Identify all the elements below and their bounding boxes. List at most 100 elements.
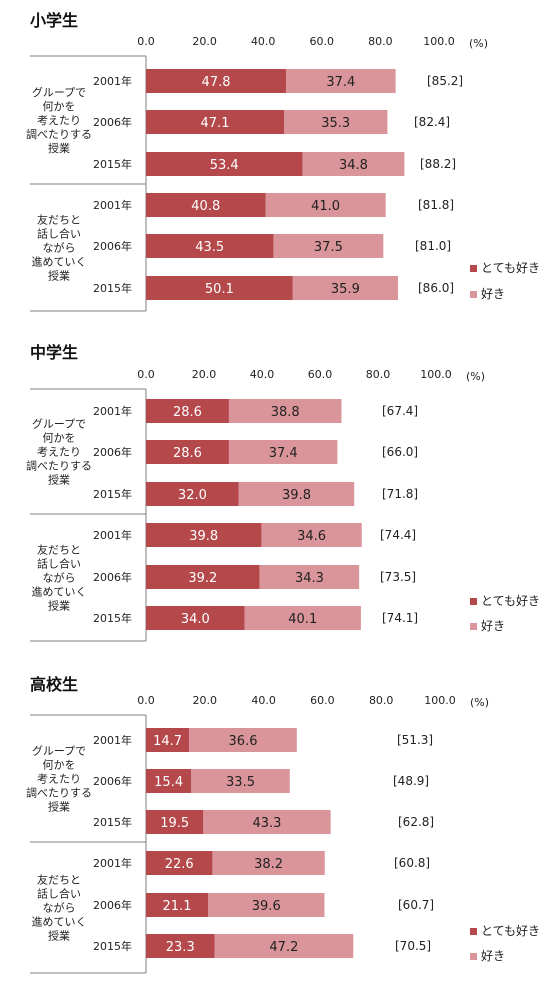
group-label-line: 友だちと — [37, 543, 81, 557]
group-label-line: 話し合い — [37, 557, 81, 571]
group-label-line: ながら — [43, 901, 76, 915]
legend-label-like: 好き — [481, 287, 505, 301]
data-label-like: 38.8 — [271, 405, 300, 420]
bar-like — [244, 606, 361, 630]
group-label-line: グループで — [32, 85, 86, 99]
bar-like — [189, 728, 297, 752]
year-label: 2006年 — [93, 774, 132, 788]
x-tick-label: 40.0 — [250, 368, 275, 381]
bar-very-like — [146, 276, 293, 300]
bar-like — [286, 69, 396, 93]
bar-very-like — [146, 234, 274, 258]
data-label-very-like: 34.0 — [181, 612, 210, 627]
bar-very-like — [146, 606, 245, 630]
total-label: [81.8] — [418, 198, 454, 212]
year-label: 2001年 — [93, 74, 132, 88]
total-label: [71.8] — [382, 487, 418, 501]
year-label: 2006年 — [93, 898, 132, 912]
bar-very-like — [146, 893, 209, 917]
total-label: [70.5] — [395, 939, 431, 953]
group-label-line: グループで — [32, 417, 86, 431]
bar-like — [228, 440, 338, 464]
group-label-line: 友だちと — [37, 873, 81, 887]
group-label-line: 調べたりする — [26, 786, 92, 800]
legend-swatch-like — [470, 291, 477, 298]
bar-very-like — [146, 565, 260, 589]
group-label-line: 授業 — [48, 599, 70, 613]
data-label-very-like: 15.4 — [154, 775, 183, 790]
group-label-line: 話し合い — [37, 887, 81, 901]
x-tick-label: 40.0 — [251, 694, 276, 707]
bar-like — [292, 276, 398, 300]
x-tick-label: 80.0 — [366, 368, 391, 381]
bar-like — [203, 810, 331, 834]
total-label: [48.9] — [393, 774, 429, 788]
total-label: [73.5] — [380, 570, 416, 584]
legend-label-very-like: とても好き — [481, 261, 540, 275]
group-label-line: 授業 — [48, 473, 70, 487]
legend-label-like: 好き — [481, 949, 505, 963]
group-label-line: 授業 — [48, 800, 70, 814]
data-label-very-like: 22.6 — [165, 857, 194, 872]
group-label-line: 話し合い — [37, 227, 81, 241]
bar-very-like — [146, 110, 285, 134]
data-label-very-like: 32.0 — [178, 488, 207, 503]
group-label: 友だちと話し合いながら進めていく授業 — [32, 543, 87, 613]
x-tick-label: 100.0 — [424, 694, 456, 707]
group-label-line: ながら — [43, 241, 76, 255]
group-label-line: 何かを — [43, 759, 76, 772]
year-label: 2015年 — [93, 939, 132, 953]
bar-very-like — [146, 69, 287, 93]
legend-swatch-very-like — [470, 265, 477, 272]
data-label-like: 39.6 — [252, 899, 281, 914]
bar-like — [208, 893, 325, 917]
x-tick-label: 0.0 — [137, 35, 155, 48]
x-tick-label: 60.0 — [308, 368, 333, 381]
group-label-line: 考えたり — [37, 114, 81, 127]
group-label-line: 授業 — [48, 929, 70, 943]
data-label-very-like: 53.4 — [210, 158, 239, 173]
total-label: [81.0] — [415, 239, 451, 253]
total-label: [88.2] — [420, 157, 456, 171]
legend-label-very-like: とても好き — [481, 924, 540, 938]
total-label: [82.4] — [414, 115, 450, 129]
group-label-line: 何かを — [43, 432, 76, 445]
legend-swatch-like — [470, 953, 477, 960]
group-label-line: 授業 — [48, 141, 70, 155]
group-label-line: 調べたりする — [26, 127, 92, 141]
bar-very-like — [146, 193, 266, 217]
data-label-very-like: 21.1 — [163, 899, 192, 914]
data-label-like: 34.8 — [339, 158, 368, 173]
unit-label: (%) — [469, 37, 488, 50]
total-label: [74.1] — [382, 611, 418, 625]
total-label: [66.0] — [382, 445, 418, 459]
data-label-like: 37.4 — [326, 75, 355, 90]
data-label-like: 35.3 — [321, 116, 350, 131]
bar-very-like — [146, 440, 229, 464]
bar-like — [191, 769, 290, 793]
bar-like — [302, 152, 405, 176]
bar-very-like — [146, 769, 192, 793]
total-label: [60.7] — [398, 898, 434, 912]
legend-label-like: 好き — [481, 619, 505, 633]
data-label-very-like: 47.1 — [201, 116, 230, 131]
group-label: グループで何かを考えたり調べたりする授業 — [26, 85, 92, 155]
group-label: 友だちと話し合いながら進めていく授業 — [32, 213, 87, 283]
data-label-very-like: 28.6 — [173, 446, 202, 461]
group-label-line: 進めていく — [32, 916, 87, 929]
legend-swatch-very-like — [470, 598, 477, 605]
data-label-very-like: 43.5 — [195, 240, 224, 255]
bar-very-like — [146, 399, 229, 423]
group-label-line: 進めていく — [32, 586, 87, 599]
chart-panel: 高校生 0.0 20.0 40.0 60.0 80.0 100.0 (%) グループで何かを考え… — [26, 675, 540, 974]
year-label: 2006年 — [93, 115, 132, 129]
year-label: 2001年 — [93, 733, 132, 747]
data-label-very-like: 14.7 — [153, 734, 182, 749]
year-label: 2001年 — [93, 856, 132, 870]
unit-label: (%) — [466, 370, 485, 383]
total-label: [51.3] — [397, 733, 433, 747]
chart-panel: 中学生 0.0 20.0 40.0 60.0 80.0 100.0 (%) グループで何かを考え… — [26, 343, 540, 642]
x-tick-label: 60.0 — [310, 35, 335, 48]
year-label: 2001年 — [93, 528, 132, 542]
